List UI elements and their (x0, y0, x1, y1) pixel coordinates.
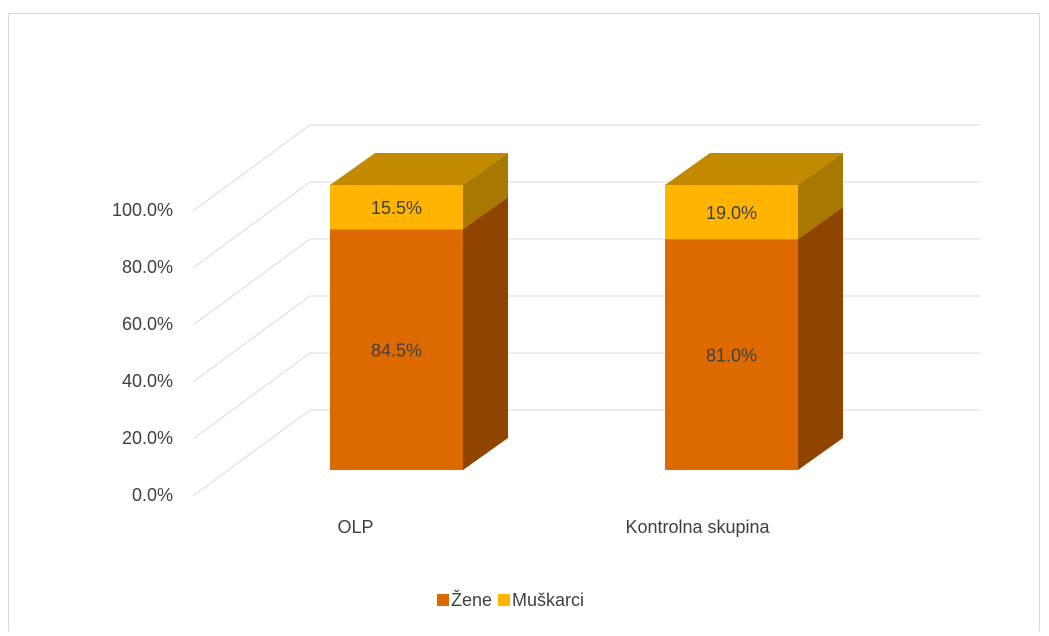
bar-top (330, 153, 508, 185)
y-tick-label: 0.0% (132, 485, 173, 505)
chart-frame (8, 13, 1040, 636)
bar-side (798, 207, 843, 470)
data-label: 15.5% (371, 198, 422, 218)
y-tick-label: 80.0% (122, 257, 173, 277)
bar-side (463, 197, 508, 471)
x-tick-label: OLP (337, 517, 373, 537)
grid-line (192, 295, 311, 383)
legend-swatch (498, 594, 511, 606)
legend-label: Žene (451, 590, 492, 610)
bar (665, 239, 798, 470)
bar-top (665, 153, 843, 185)
bar (665, 185, 798, 240)
bar (330, 229, 463, 470)
grid-line (192, 352, 311, 440)
y-tick-label: 40.0% (122, 371, 173, 391)
bar-side (463, 153, 508, 230)
grid-line (192, 181, 311, 269)
grid-line (192, 409, 311, 497)
legend-label: Muškarci (512, 590, 584, 610)
y-tick-label: 20.0% (122, 428, 173, 448)
y-tick-label: 60.0% (122, 314, 173, 334)
data-label: 84.5% (371, 340, 422, 360)
data-label: 81.0% (706, 345, 757, 365)
grid-line (192, 124, 311, 212)
y-tick-label: 100.0% (112, 200, 173, 220)
bar-side (798, 153, 843, 240)
x-tick-label: Kontrolna skupina (625, 517, 770, 537)
bar (330, 185, 463, 230)
data-label: 19.0% (706, 203, 757, 223)
grid-line (192, 238, 311, 326)
legend-swatch (437, 594, 449, 606)
